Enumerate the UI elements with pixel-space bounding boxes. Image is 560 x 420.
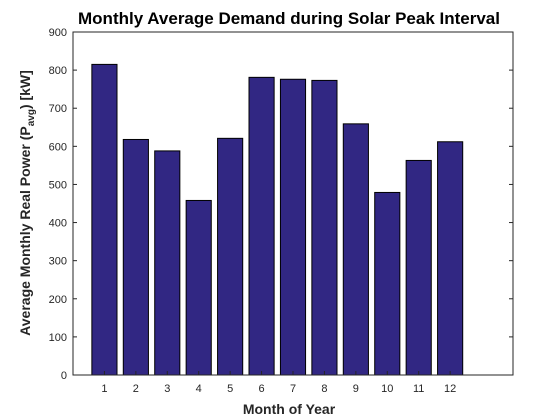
- x-tick-label-2: 2: [133, 383, 139, 395]
- x-tick-label-12: 12: [444, 383, 456, 395]
- bar-5: [217, 137, 244, 376]
- y-tick-label-200: 200: [49, 294, 67, 306]
- x-tick-label-7: 7: [290, 383, 296, 395]
- x-axis-label: Month of Year: [243, 401, 336, 417]
- x-axis-ticks: 1 2 3 4 5 6 7 8 9 10 11 12: [101, 371, 456, 395]
- bar-12: [437, 141, 464, 376]
- bar-3: [154, 150, 181, 376]
- y-tick-label-0: 0: [61, 370, 67, 382]
- x-tick-label-11: 11: [413, 383, 424, 395]
- y-tick-label-400: 400: [49, 218, 67, 230]
- bar-9: [342, 123, 369, 376]
- x-tick-label-5: 5: [227, 383, 233, 395]
- bar-1: [91, 63, 118, 376]
- bar-7: [279, 78, 307, 376]
- x-tick-label-3: 3: [164, 383, 170, 395]
- y-tick-label-800: 800: [49, 65, 67, 77]
- bar-6: [248, 76, 275, 376]
- y-tick-label-100: 100: [49, 332, 67, 344]
- bar-4: [185, 199, 212, 376]
- y-axis-label-suffix: ) [kW]: [17, 70, 33, 109]
- y-axis-label-prefix: Average Monthly Real Power (P: [17, 126, 33, 336]
- y-axis-ticks: 0 100 200 300 400 500 600 700 800 900: [49, 27, 513, 382]
- bars-group: [91, 63, 464, 376]
- y-tick-label-700: 700: [49, 103, 67, 115]
- bar-10: [374, 191, 401, 376]
- bar-11: [405, 159, 432, 376]
- y-axis-label-subscript: avg: [26, 109, 37, 126]
- y-axis-label: Average Monthly Real Power (Pavg) [kW]: [17, 70, 37, 336]
- x-tick-label-9: 9: [353, 383, 359, 395]
- x-tick-label-6: 6: [259, 383, 265, 395]
- x-tick-label-1: 1: [101, 383, 107, 395]
- x-tick-label-8: 8: [321, 383, 327, 395]
- bar-8: [311, 79, 338, 376]
- y-tick-label-300: 300: [49, 256, 67, 268]
- y-tick-label-600: 600: [49, 141, 67, 153]
- x-tick-label-10: 10: [381, 383, 393, 395]
- y-tick-label-900: 900: [49, 27, 67, 39]
- bar-2: [122, 138, 149, 376]
- chart-title: Monthly Average Demand during Solar Peak…: [78, 9, 500, 28]
- y-tick-label-500: 500: [49, 179, 67, 191]
- x-tick-label-4: 4: [196, 383, 202, 395]
